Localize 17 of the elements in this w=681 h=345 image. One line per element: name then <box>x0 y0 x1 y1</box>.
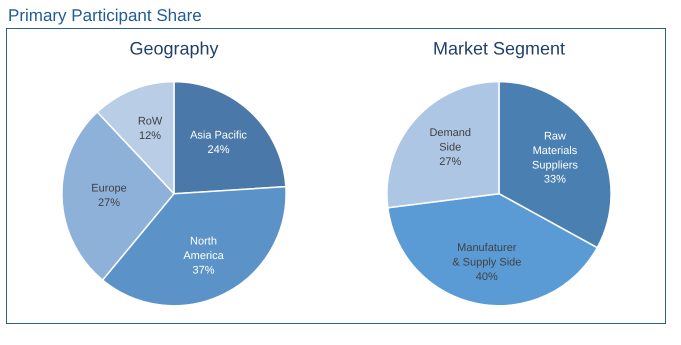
slice-label: North America <box>183 236 225 262</box>
data-label: 27% <box>439 156 462 168</box>
data-label: 40% <box>476 271 498 284</box>
slice-label: Demand Side <box>429 127 472 154</box>
data-label: 33% <box>544 174 566 186</box>
slice-label: Raw Materials Suppliers <box>532 130 578 172</box>
slice-label: Asia Pacific <box>190 130 248 142</box>
chart-title: Geography <box>129 38 219 59</box>
slice-label: Manufaturer & Supply Side <box>452 242 522 269</box>
chart-title: Market Segment <box>432 38 566 59</box>
slice-label: RoW <box>138 116 163 128</box>
text: Primary Participant Share <box>8 5 202 27</box>
data-label: 37% <box>192 264 215 277</box>
data-label: 27% <box>98 197 120 210</box>
slice-label: Europe <box>91 182 127 195</box>
data-label: 12% <box>139 130 162 142</box>
data-label: 24% <box>207 144 230 156</box>
